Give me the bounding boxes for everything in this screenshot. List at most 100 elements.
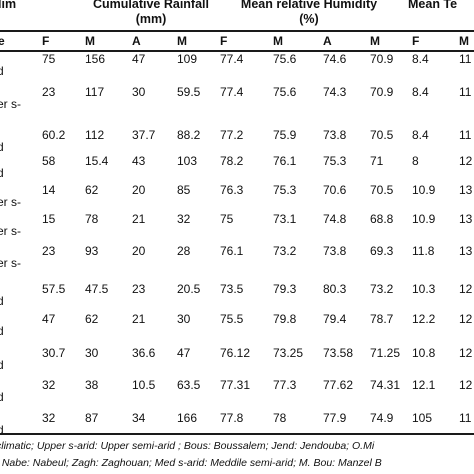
row-label: d [0,64,4,78]
table-cell: 36.6 [132,346,156,360]
table-cell: 74.8 [323,212,347,226]
table-cell: 109 [177,52,198,66]
row-label: er s- [0,195,21,209]
table-cell: 78 [273,411,287,425]
table-cell: 87 [85,411,99,425]
table-cell: 11 [459,85,472,99]
table-cell: 77.9 [323,411,347,425]
table-cell: 112 [85,128,105,142]
column-group-rainfall: Cumulative Rainfall (mm) [78,0,224,27]
table-cell: 71 [370,154,384,168]
row-label: er s- [0,256,21,270]
table-cell: 93 [85,244,99,258]
header-divider-top [0,30,474,32]
table-cell: 60.2 [42,128,66,142]
table-cell: 8.4 [412,128,429,142]
rainfall-title: Cumulative Rainfall [93,0,209,11]
table-cell: 76.1 [220,244,244,258]
table-cell: 47 [177,346,191,360]
table-cell: 70.9 [370,85,394,99]
month-header: M [370,34,380,48]
table-cell: 32 [42,411,56,425]
table-cell: 78.7 [370,312,394,326]
table-cell: 20.5 [177,282,201,296]
month-header: M [459,34,469,48]
month-header: M [273,34,283,48]
table-cell: 88.2 [177,128,201,142]
table-cell: 75.9 [273,128,297,142]
table-cell: 10.8 [412,346,436,360]
table-cell: 13 [459,183,473,197]
table-cell: 14 [42,183,56,197]
table-cell: 13 [459,212,473,226]
table-cell: 74.9 [370,411,394,425]
table-cell: 28 [177,244,191,258]
month-header: A [132,34,141,48]
table-cell: 38 [85,378,99,392]
table-cell: 37.7 [132,128,156,142]
row-label: d [0,294,4,308]
table-cell: 73.58 [323,346,354,360]
table-cell: 21 [132,312,146,326]
humidity-unit: (%) [299,12,319,26]
table-cell: 59.5 [177,85,201,99]
table-cell: 34 [132,411,146,425]
table-cell: 73.1 [273,212,297,226]
month-header: M [177,34,187,48]
table-cell: 75 [42,52,56,66]
table-cell: 8.4 [412,85,429,99]
table-cell: 63.5 [177,378,201,392]
table-cell: 8.4 [412,52,429,66]
table-cell: 156 [85,52,106,66]
table-cell: 30 [85,346,99,360]
humidity-title: Mean relative Humidity [240,0,378,11]
table-cell: 12 [459,346,473,360]
table-cell: 11 [459,52,472,66]
table-cell: 30.7 [42,346,66,360]
table-cell: 32 [177,212,191,226]
table-cell: 77.31 [220,378,251,392]
table-cell: 78 [85,212,99,226]
table-cell: 117 [85,85,105,99]
table-cell: 74.3 [323,85,347,99]
table-cell: 70.5 [370,128,394,142]
table-cell: 10.5 [132,378,156,392]
table-cell: 30 [177,312,191,326]
table-cell: 10.3 [412,282,436,296]
table-cell: 76.12 [220,346,251,360]
table-cell: 68.8 [370,212,394,226]
table-cell: 75.6 [273,85,297,99]
table-cell: 20 [132,183,146,197]
table-cell: 77.4 [220,52,244,66]
table-cell: 73.8 [323,244,347,258]
table-cell: 12 [459,312,473,326]
column-head-climate: lim [0,0,17,11]
table-cell: 12.2 [412,312,436,326]
table-cell: 70.9 [370,52,394,66]
table-cell: 85 [177,183,191,197]
table-cell: 73.2 [370,282,394,296]
table-cell: 10.9 [412,183,436,197]
table-cell: 74.6 [323,52,347,66]
row-label: er s- [0,97,21,111]
table-cell: 75 [220,212,234,226]
table-cell: 70.5 [370,183,394,197]
table-cell: 73.5 [220,282,244,296]
table-cell: 15.4 [85,154,109,168]
table-cell: 12 [459,154,473,168]
table-cell: 32 [42,378,56,392]
table-cell: 62 [85,183,99,197]
table-cell: 75.5 [220,312,244,326]
table-cell: 12 [459,282,473,296]
table-cell: 75.3 [323,154,347,168]
table-cell: 166 [177,411,198,425]
month-header: M [85,34,95,48]
table-cell: 47 [42,312,56,326]
table-cell: 30 [132,85,146,99]
table-cell: 12 [459,378,473,392]
subheader-first-cell: e [0,34,5,48]
table-cell: 71.25 [370,346,401,360]
table-cell: 103 [177,154,198,168]
table-cell: 73.8 [323,128,347,142]
